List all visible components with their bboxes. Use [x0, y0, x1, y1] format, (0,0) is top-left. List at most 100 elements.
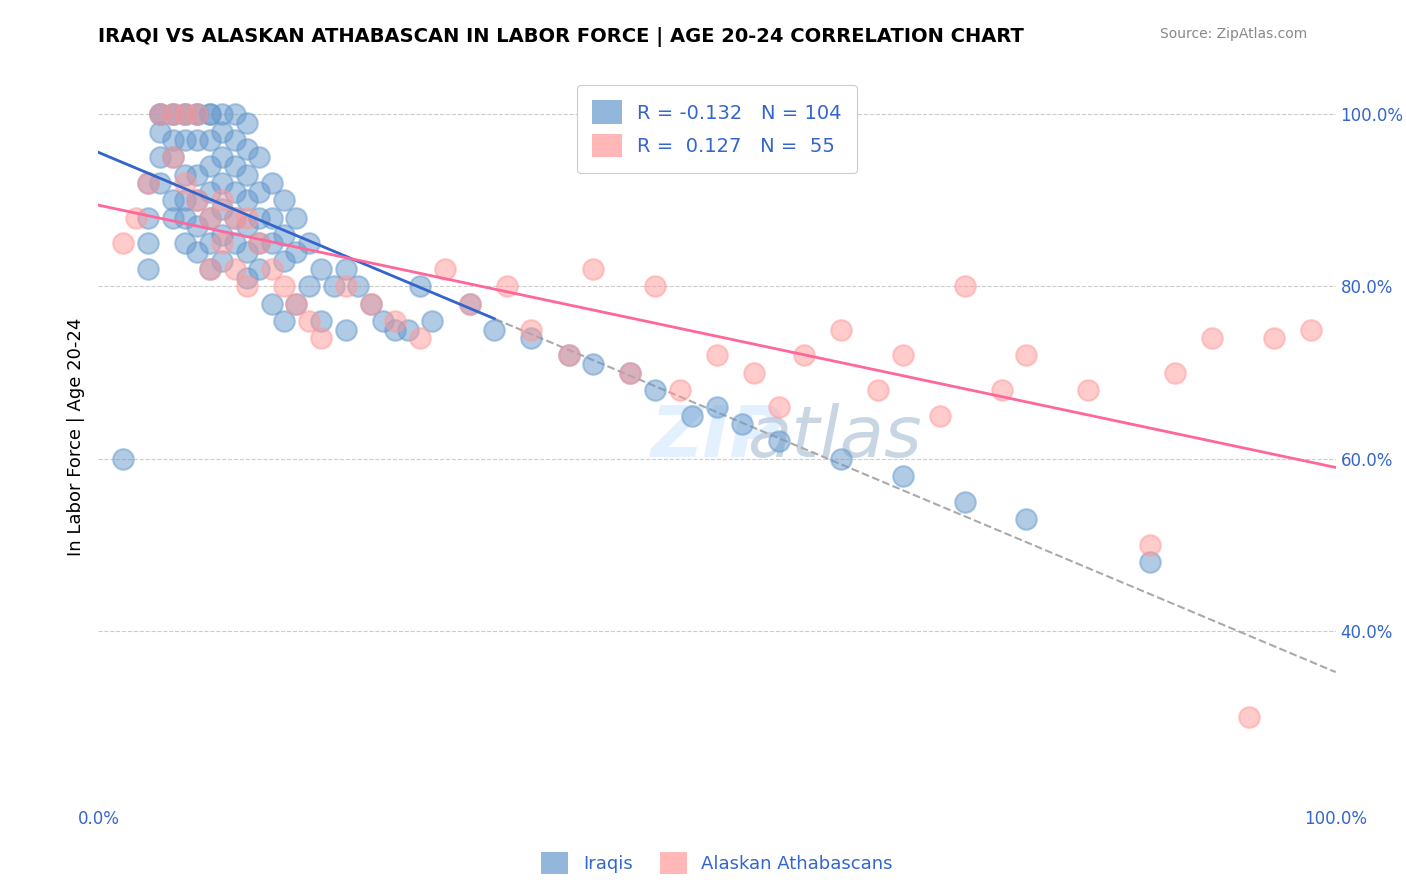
Point [211, 253, 233, 268]
Point [174, 107, 197, 121]
Point [174, 236, 197, 251]
Point [247, 236, 270, 251]
Point [644, 279, 666, 293]
Point [309, 331, 332, 345]
Point [309, 262, 332, 277]
Point [198, 185, 221, 199]
Point [211, 236, 233, 251]
Point [285, 296, 308, 310]
Point [298, 236, 321, 251]
Point [198, 107, 221, 121]
Point [224, 185, 246, 199]
Point [211, 107, 233, 121]
Point [162, 150, 184, 164]
Point [186, 194, 208, 208]
Point [186, 107, 208, 121]
Point [298, 279, 321, 293]
Point [360, 296, 382, 310]
Point [768, 434, 790, 449]
Point [198, 211, 221, 225]
Point [830, 451, 852, 466]
Point [458, 296, 481, 310]
Point [236, 271, 259, 285]
Point [384, 314, 406, 328]
Point [174, 133, 197, 147]
Point [285, 296, 308, 310]
Point [186, 245, 208, 260]
Point [247, 211, 270, 225]
Y-axis label: In Labor Force | Age 20-24: In Labor Force | Age 20-24 [66, 318, 84, 557]
Point [162, 150, 184, 164]
Point [768, 400, 790, 414]
Point [211, 202, 233, 216]
Point [236, 194, 259, 208]
Point [582, 357, 605, 371]
Point [198, 236, 221, 251]
Point [211, 194, 233, 208]
Point [162, 133, 184, 147]
Point [495, 279, 517, 293]
Point [198, 133, 221, 147]
Point [149, 107, 172, 121]
Point [458, 296, 481, 310]
Point [371, 314, 394, 328]
Point [1201, 331, 1223, 345]
Point [198, 107, 221, 121]
Point [174, 107, 197, 121]
Point [557, 348, 579, 362]
Point [136, 176, 159, 190]
Point [619, 366, 641, 380]
Point [224, 107, 246, 121]
Point [162, 194, 184, 208]
Point [582, 262, 605, 277]
Point [211, 150, 233, 164]
Point [198, 159, 221, 173]
Point [273, 279, 295, 293]
Point [1237, 710, 1260, 724]
Point [236, 142, 259, 156]
Point [260, 211, 283, 225]
Point [211, 176, 233, 190]
Point [136, 236, 159, 251]
Point [186, 194, 208, 208]
Point [124, 211, 146, 225]
Point [557, 348, 579, 362]
Point [360, 296, 382, 310]
Point [211, 227, 233, 242]
Point [830, 322, 852, 336]
Point [793, 348, 815, 362]
Point [162, 107, 184, 121]
Point [174, 168, 197, 182]
Point [186, 107, 208, 121]
Point [174, 211, 197, 225]
Point [149, 176, 172, 190]
Point [520, 331, 543, 345]
Text: IRAQI VS ALASKAN ATHABASCAN IN LABOR FORCE | AGE 20-24 CORRELATION CHART: IRAQI VS ALASKAN ATHABASCAN IN LABOR FOR… [98, 27, 1025, 46]
Text: Source: ZipAtlas.com: Source: ZipAtlas.com [1160, 27, 1308, 41]
Text: ZIP: ZIP [651, 402, 783, 472]
Point [1164, 366, 1187, 380]
Point [1015, 348, 1038, 362]
Point [273, 253, 295, 268]
Point [186, 219, 208, 234]
Point [186, 168, 208, 182]
Point [236, 245, 259, 260]
Point [409, 279, 432, 293]
Point [236, 219, 259, 234]
Point [433, 262, 456, 277]
Point [309, 314, 332, 328]
Point [136, 211, 159, 225]
Point [198, 262, 221, 277]
Point [162, 107, 184, 121]
Point [112, 451, 135, 466]
Point [247, 236, 270, 251]
Point [396, 322, 419, 336]
Point [236, 279, 259, 293]
Point [953, 494, 976, 508]
Point [484, 322, 506, 336]
Point [1077, 383, 1099, 397]
Point [260, 236, 283, 251]
Point [224, 236, 246, 251]
Point [136, 176, 159, 190]
Point [174, 107, 197, 121]
